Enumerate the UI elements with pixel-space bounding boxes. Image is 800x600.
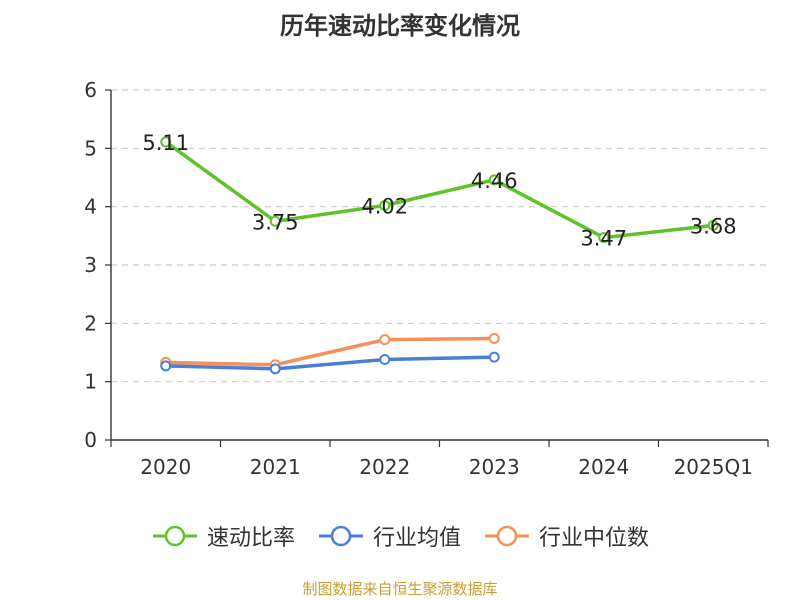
data-point <box>269 363 281 375</box>
y-tick-label: 6 <box>84 78 97 102</box>
y-tick-label: 5 <box>84 136 97 160</box>
data-point <box>160 360 172 372</box>
x-tick-label: 2020 <box>140 455 191 479</box>
series <box>160 136 719 375</box>
series-line <box>165 336 495 367</box>
legend-label: 行业均值 <box>372 526 461 551</box>
source-note: 制图数据来自恒生聚源数据库 <box>302 580 498 598</box>
data-label: 4.46 <box>471 169 518 193</box>
legend-label: 速动比率 <box>206 526 295 551</box>
data-point <box>379 200 391 211</box>
legend-item[interactable]: 行业均值 <box>317 520 461 552</box>
data-point <box>379 354 391 365</box>
data-labels: 5.11 3.75 4.02 4.46 3.47 3.68 <box>142 131 736 251</box>
x-tick-label: 2023 <box>469 455 520 479</box>
chart-title: 历年速动比率变化情况 <box>280 12 520 40</box>
legend-item[interactable]: 行业中位数 <box>483 520 649 552</box>
y-tick-label: 3 <box>84 253 97 277</box>
y-tick-label: 0 <box>84 428 97 452</box>
data-label: 3.68 <box>690 214 737 238</box>
data-point <box>488 174 500 186</box>
x-tick-label: 2022 <box>359 455 410 479</box>
x-tick-label: 2024 <box>578 455 629 479</box>
legend-label: 行业中位数 <box>539 526 650 551</box>
legend: 速动比率 行业均值 行业中位数 <box>0 520 800 552</box>
data-point <box>488 351 500 363</box>
legend-swatch-marker <box>164 525 186 547</box>
x-tick-label: 2025Q1 <box>674 455 753 479</box>
legend-swatch <box>485 525 529 547</box>
y-tick-label: 4 <box>84 195 97 219</box>
data-point <box>488 333 500 344</box>
x-tick-label: 2021 <box>250 455 301 479</box>
legend-swatch <box>318 525 363 547</box>
data-label: 3.75 <box>252 210 299 234</box>
data-point <box>379 334 391 346</box>
data-label: 5.11 <box>142 131 189 155</box>
y-tick-label: 2 <box>84 311 97 335</box>
legend-item[interactable]: 速动比率 <box>151 520 295 552</box>
legend-swatch-marker <box>330 525 352 547</box>
data-point <box>598 232 610 244</box>
data-point <box>269 215 281 227</box>
series-line <box>164 140 714 240</box>
data-label: 4.02 <box>361 195 408 219</box>
legend-swatch <box>152 525 197 547</box>
data-point <box>160 136 172 148</box>
data-point <box>707 219 719 231</box>
axes: 0 1 2 3 4 5 6 2020 2021 2022 2023 2024 2025Q1 <box>84 78 769 479</box>
data-label: 3.47 <box>580 227 627 251</box>
legend-swatch-marker <box>496 525 518 547</box>
y-tick-label: 1 <box>84 370 97 394</box>
series-line <box>165 355 495 371</box>
